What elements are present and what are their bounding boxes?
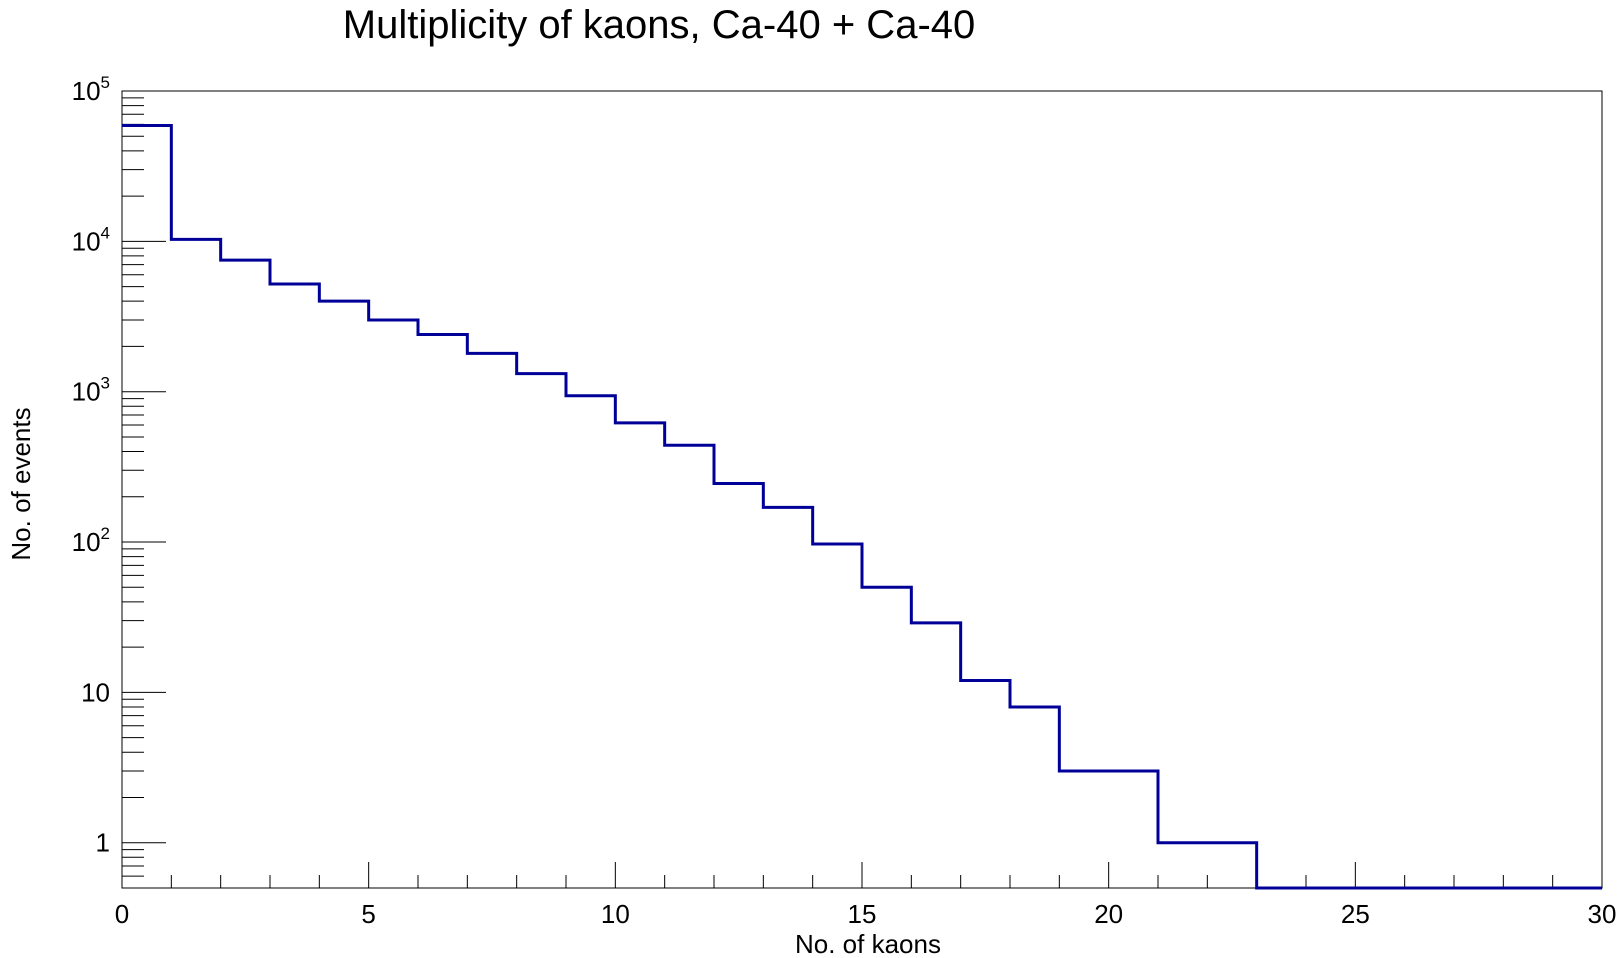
y-axis-tick-labels: 1 10 102 103 104 105 <box>72 73 110 858</box>
chart-title: Multiplicity of kaons, Ca-40 + Ca-40 <box>343 3 976 47</box>
y-axis-label: No. of events <box>6 407 36 560</box>
x-tick-label: 15 <box>848 899 877 929</box>
x-tick-label: 25 <box>1341 899 1370 929</box>
x-axis-tick-labels: 0 5 10 15 20 25 30 <box>115 899 1617 929</box>
x-tick-label: 30 <box>1588 899 1617 929</box>
y-tick-label: 103 <box>72 374 110 407</box>
plot-area-border <box>121 90 1603 889</box>
x-axis-label: No. of kaons <box>795 929 941 958</box>
histogram-series-line <box>122 123 1602 890</box>
y-tick-label: 1 <box>96 828 110 858</box>
x-axis-ticks <box>121 862 1603 888</box>
plot-frame <box>121 90 1603 889</box>
x-tick-label: 10 <box>601 899 630 929</box>
x-tick-label: 0 <box>115 899 129 929</box>
y-tick-label: 104 <box>72 223 110 256</box>
x-tick-label: 20 <box>1094 899 1123 929</box>
y-tick-label: 102 <box>72 524 110 557</box>
y-tick-label: 105 <box>72 73 110 106</box>
x-tick-label: 5 <box>361 899 375 929</box>
y-axis-ticks <box>122 90 166 889</box>
y-tick-label: 10 <box>81 677 110 707</box>
